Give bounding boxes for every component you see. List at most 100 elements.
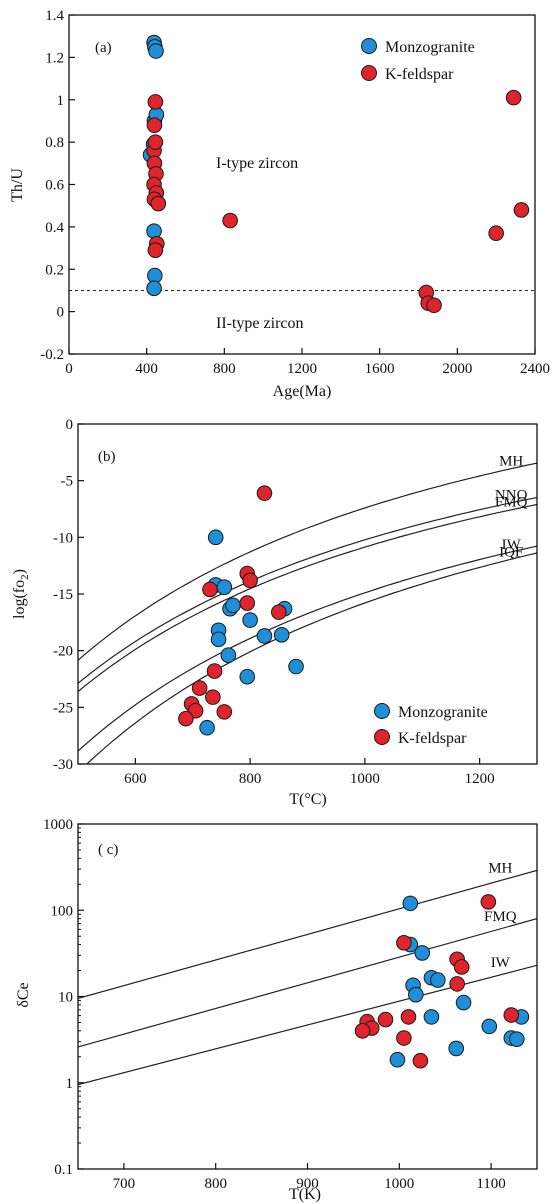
k-feldspar-point	[256, 485, 273, 501]
y-tick-label: 0.8	[45, 135, 64, 151]
y-tick-label: 0.4	[45, 220, 64, 236]
y-tick-label: -10	[53, 530, 73, 546]
buffer-label-mh: MH	[488, 861, 512, 877]
monzogranite-point	[481, 1018, 498, 1035]
y-tick-label: 0.2	[45, 262, 64, 278]
panel-b-ylabel-end: )	[11, 569, 28, 574]
monzogranite-point	[239, 668, 256, 685]
monzogranite-point	[256, 628, 273, 644]
panel-a-points	[142, 34, 530, 314]
k-feldspar-point	[216, 704, 233, 720]
panel-a-frame	[68, 14, 536, 355]
k-feldspar-point	[488, 225, 504, 242]
buffer-label-iw: IW	[491, 955, 511, 971]
k-feldspar-point	[377, 1011, 394, 1028]
k-feldspar-point	[513, 202, 530, 218]
panel-c: MH FMQ IW 700 800 900 1000 1100 0.1 1 10 100 1000 (…	[15, 817, 538, 1203]
monzogranite-point	[225, 597, 241, 614]
buffer-label-fmq: FMQ	[484, 909, 517, 925]
panel-b-frame	[77, 423, 538, 765]
k-feldspar-point	[505, 89, 522, 106]
k-feldspar-point	[242, 572, 258, 589]
monzogranite-point	[216, 579, 233, 596]
k-feldspar-point	[178, 710, 194, 727]
y-tick-label: 1.2	[45, 50, 64, 66]
buffer-curve-nno	[78, 496, 537, 684]
y-tick-label: -0.2	[40, 347, 64, 363]
panel-a-ticks: 0 400 800 1200 1600 2000 2400-0.200.20.40.60.8…	[40, 8, 550, 377]
monzogranite-point	[389, 1051, 406, 1068]
y-tick-label: 1	[66, 1076, 74, 1092]
y-tick-label: -20	[53, 644, 73, 660]
x-tick-label: 1200	[465, 771, 495, 787]
buffer-label-iw: IW	[502, 537, 522, 553]
buffer-line-fmq	[78, 918, 537, 1048]
k-feldspar-point	[453, 959, 470, 975]
k-feldspar-point	[400, 1009, 417, 1025]
monzogranite-point	[146, 280, 162, 297]
panel-a-xlabel: Age(Ma)	[273, 383, 332, 400]
panel-b-buffers	[78, 462, 537, 764]
x-tick-label: 800	[213, 361, 236, 377]
y-tick-label: -25	[53, 700, 73, 716]
k-feldspar-point	[146, 117, 163, 133]
buffer-line-mh	[78, 869, 537, 999]
panel-a-legend: Monzogranite K-feldspar	[361, 38, 475, 83]
x-tick-label: 1100	[476, 1176, 505, 1192]
k-feldspar-point	[396, 1030, 412, 1046]
panel-a-label: (a)	[95, 40, 112, 56]
x-tick-label: 2400	[520, 361, 550, 377]
panel-b-label: (b)	[98, 449, 116, 465]
x-tick-label: 600	[124, 771, 147, 787]
buffer-curve-fmq	[78, 503, 537, 693]
monzogranite-point	[408, 986, 424, 1003]
k-feldspar-point	[449, 976, 465, 992]
panel-c-ylabel: δCe	[15, 982, 32, 1007]
y-tick-label: 0.6	[45, 178, 64, 194]
x-tick-label: 400	[135, 361, 158, 377]
k-feldspar-point	[147, 134, 164, 150]
panel-b-points	[178, 485, 304, 736]
k-feldspar-point	[206, 663, 223, 679]
k-feldspar-point	[396, 934, 412, 951]
panel-b-ylabel-sub: 2	[19, 574, 31, 580]
k-feldspar-point	[205, 689, 221, 705]
buffer-label-fmq: FMQ	[495, 495, 528, 511]
monzogranite-point	[414, 945, 431, 961]
y-tick-label: -30	[53, 757, 73, 773]
monzogranite-point	[423, 1009, 440, 1025]
legend-label-monzogranite: Monzogranite	[398, 704, 488, 721]
y-tick-label: 0	[66, 417, 74, 433]
panel-b-xlabel: T(°C)	[289, 791, 327, 808]
monzogranite-point	[402, 895, 419, 912]
monzogranite-point	[509, 1031, 525, 1047]
monzogranite-point	[273, 627, 290, 643]
monzogranite-point	[207, 529, 224, 546]
x-tick-label: 700	[113, 1176, 136, 1192]
panel-c-buffer-labels: MH FMQ IW	[484, 861, 517, 971]
k-feldspar-point	[202, 581, 218, 598]
panel-a-ylabel: Th/U	[9, 168, 26, 202]
k-feldspar-point	[412, 1052, 429, 1069]
y-tick-label: 1	[57, 93, 65, 109]
panel-b-ticks: 600 800 1000 1200 -30 -25 -20 -15 -10 -5 0	[53, 417, 495, 787]
panel-b-ylabel: log(fo2)	[11, 569, 31, 619]
y-tick-label: 10	[58, 990, 73, 1006]
k-feldspar-point	[147, 94, 164, 110]
k-feldspar-point	[222, 212, 238, 229]
legend-marker-monzogranite	[361, 38, 377, 54]
monzogranite-point	[146, 223, 162, 239]
panel-a-annotation-ii-type: II-type zircon	[216, 315, 304, 332]
panel-c-ticks: 700 800 900 1000 1100 0.1 1 10 100 1000	[43, 817, 506, 1192]
y-tick-label: 0	[57, 305, 65, 321]
panel-c-xlabel: T(K)	[289, 1186, 321, 1203]
y-tick-label: 0.1	[54, 1162, 73, 1178]
legend-marker-monzogranite	[374, 703, 390, 719]
panel-b-legend: Monzogranite K-feldspar	[374, 703, 488, 747]
buffer-curve-iw	[78, 545, 537, 752]
monzogranite-point	[455, 994, 472, 1011]
y-tick-label: -15	[53, 587, 73, 603]
